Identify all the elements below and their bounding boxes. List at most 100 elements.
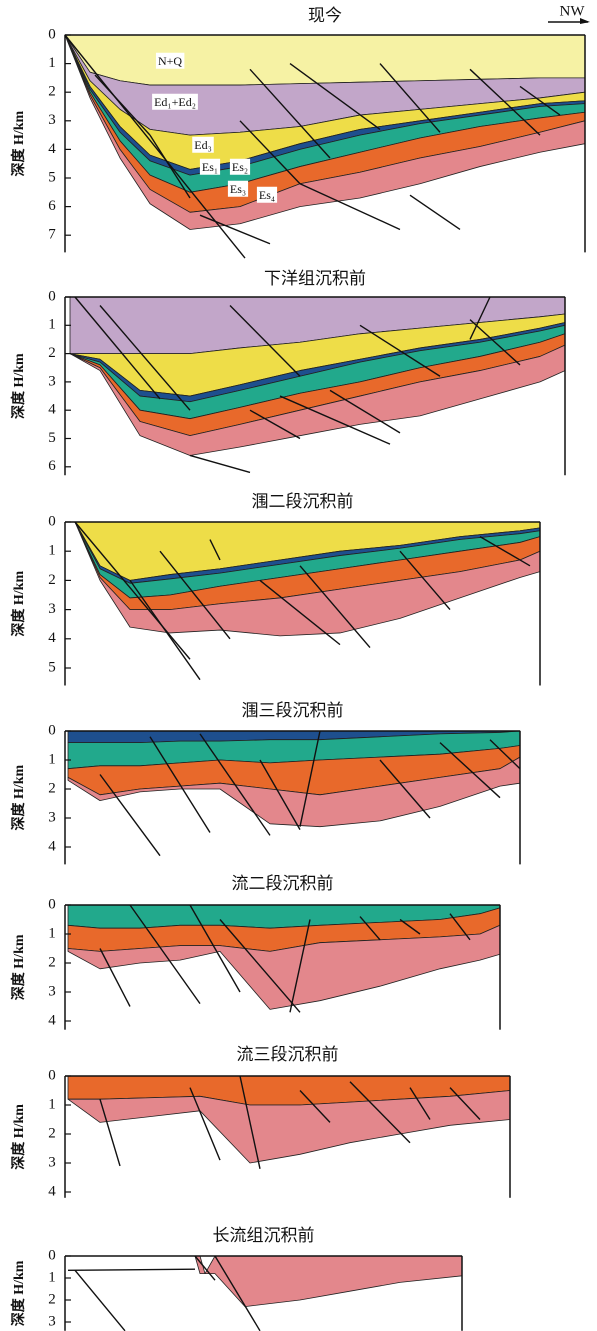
fault <box>129 904 201 1005</box>
fault <box>299 1090 331 1123</box>
fault <box>249 68 331 159</box>
fault <box>74 1269 126 1331</box>
layer-label: Ed₁+Ed₂ <box>154 95 196 109</box>
tick-label: 4 <box>48 141 56 157</box>
tick-label: 1 <box>48 1269 56 1285</box>
fault <box>399 550 451 611</box>
layer-label: Es₂ <box>232 160 248 174</box>
fault <box>129 579 201 681</box>
fault <box>289 63 381 130</box>
fault <box>149 736 211 833</box>
tick-label: 2 <box>48 572 56 588</box>
arrow-head <box>580 18 590 24</box>
panel-title: 长流组沉积前 <box>213 1226 315 1245</box>
tick-label: 2 <box>48 1125 56 1141</box>
tick-label: 3 <box>48 1313 56 1329</box>
fault <box>199 214 271 245</box>
fault <box>379 759 431 819</box>
layer-label: Es₄ <box>259 188 275 202</box>
tick-label: 4 <box>48 1012 56 1028</box>
fault <box>279 395 391 445</box>
tick-label: 6 <box>48 458 56 474</box>
layer-label: Es₃ <box>230 182 246 196</box>
fault <box>189 454 251 474</box>
tick-label: 0 <box>48 1067 56 1083</box>
fault <box>259 759 301 830</box>
layer-pin <box>194 1255 463 1307</box>
tick-label: 0 <box>48 26 56 42</box>
fault <box>299 183 401 231</box>
layer-label: Es₁ <box>202 160 218 174</box>
panel-title: 涠二段沉积前 <box>252 492 354 511</box>
tick-label: 1 <box>48 543 56 559</box>
fault <box>74 296 161 400</box>
fault <box>349 1081 411 1144</box>
fault <box>519 85 561 116</box>
tick-label: 1 <box>48 925 56 941</box>
fault <box>239 1075 261 1169</box>
y-axis-label: 深度 H/km <box>10 1260 27 1326</box>
label-box <box>229 158 251 175</box>
layer-label: N+Q <box>158 54 182 68</box>
fault <box>409 1087 431 1120</box>
fault <box>159 550 231 640</box>
panel-title: 下洋组沉积前 <box>264 269 366 288</box>
tick-label: 2 <box>48 954 56 970</box>
fault <box>449 913 471 941</box>
fault <box>289 919 311 1013</box>
fault <box>469 296 491 340</box>
fault <box>99 1098 121 1167</box>
fault <box>469 319 521 366</box>
fault <box>67 1268 196 1272</box>
tick-label: 4 <box>48 630 56 646</box>
layer-label: Ed₃ <box>194 138 212 152</box>
tick-label: 5 <box>48 659 56 675</box>
tick-label: 0 <box>48 1247 56 1263</box>
fault <box>149 134 191 199</box>
direction-label: NW <box>560 3 586 19</box>
fault <box>449 1087 481 1120</box>
tick-label: 0 <box>48 513 56 529</box>
fault <box>399 918 421 935</box>
label-box <box>199 158 221 175</box>
tick-label: 0 <box>48 722 56 738</box>
y-axis-label: 深度 H/km <box>10 110 27 176</box>
tick-label: 5 <box>48 430 56 446</box>
fault <box>479 535 531 567</box>
fault <box>189 904 241 993</box>
label-box <box>192 136 214 153</box>
tick-label: 4 <box>48 838 56 854</box>
y-axis-label: 深度 H/km <box>10 765 27 831</box>
tick-label: 2 <box>48 780 56 796</box>
layer-nq <box>64 34 586 86</box>
fault <box>219 919 301 1013</box>
label-box <box>155 52 185 69</box>
tick-label: 3 <box>48 1154 56 1170</box>
fault <box>94 74 151 136</box>
panel-title: 流二段沉积前 <box>232 874 334 893</box>
label-box <box>256 186 278 203</box>
fault <box>249 409 301 440</box>
fault <box>239 120 301 185</box>
y-axis-label: 深度 H/km <box>10 571 27 637</box>
fault <box>99 774 161 857</box>
tick-label: 2 <box>48 345 56 361</box>
tick-label: 2 <box>48 84 56 100</box>
fault <box>74 521 191 660</box>
fault <box>359 324 441 377</box>
fault <box>299 730 321 827</box>
tick-label: 3 <box>48 112 56 128</box>
fault <box>359 916 381 941</box>
tick-label: 0 <box>48 896 56 912</box>
fault <box>99 948 131 1007</box>
fault <box>379 63 441 133</box>
tick-label: 3 <box>48 809 56 825</box>
y-axis-label: 深度 H/km <box>10 934 27 1000</box>
fault <box>469 68 541 136</box>
label-box <box>152 93 198 110</box>
fault <box>489 739 521 770</box>
tick-label: 3 <box>48 983 56 999</box>
fault <box>189 1087 221 1161</box>
